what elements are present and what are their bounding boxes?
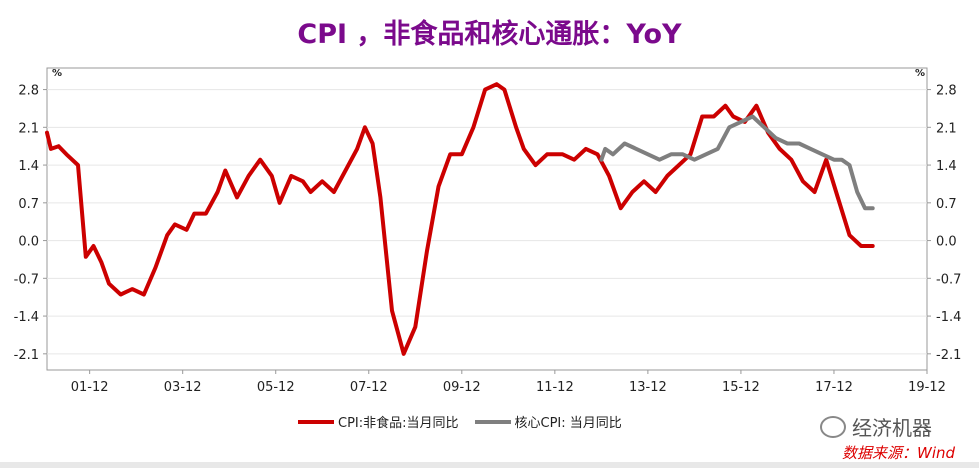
y-axis-left-unit: % <box>52 68 62 79</box>
watermark-text: 经济机器 <box>852 416 932 440</box>
grid-lines <box>47 89 927 355</box>
series-line-core-cpi <box>599 114 875 211</box>
series-line-non-food-cpi <box>45 82 875 356</box>
y-tick-label-left: 2.1 <box>18 121 39 136</box>
y-tick-label-left: 2.8 <box>18 84 39 99</box>
x-tick-label: 03-12 <box>164 380 202 395</box>
plot-border <box>46 67 928 371</box>
y-axis-left: 2.8 2.1 1.4 0.7 0.0 -0.7 -1.4 -2.1 <box>14 84 47 363</box>
x-tick-label: 13-12 <box>629 380 667 395</box>
y-tick-label-left: -1.4 <box>14 310 39 325</box>
x-axis: 01-12 03-12 05-12 07-12 09-12 11-12 13-12 15-12… <box>71 370 946 395</box>
wechat-icon <box>820 415 846 438</box>
series-lines <box>45 82 875 356</box>
x-tick-label: 19-12 <box>908 380 946 395</box>
y-tick-label-right: -0.7 <box>936 272 961 287</box>
legend: CPI:非食品:当月同比 核心CPI: 当月同比 <box>298 412 638 431</box>
y-tick-label-right: 0.0 <box>936 235 957 250</box>
y-axis-right: 2.8 2.1 1.4 0.7 0.0 -0.7 -1.4 -2.1 <box>927 84 961 363</box>
legend-swatch-red <box>298 419 334 424</box>
y-tick-label-left: -2.1 <box>14 348 39 363</box>
legend-swatch-gray <box>474 419 511 424</box>
x-tick-label: 07-12 <box>350 380 388 395</box>
y-axis-right-unit: % <box>915 68 925 79</box>
y-tick-label-left: 1.4 <box>18 159 39 174</box>
x-tick-label: 15-12 <box>722 380 760 395</box>
chart-title: CPI ，非食品和核心通胀：YoY <box>297 19 682 50</box>
x-tick-label: 05-12 <box>257 380 295 395</box>
x-tick-label: 09-12 <box>443 380 481 395</box>
y-tick-label-left: -0.7 <box>14 272 39 287</box>
legend-item-non-food-cpi: CPI:非食品:当月同比 <box>298 412 459 431</box>
bottom-strip <box>0 462 979 468</box>
y-tick-label-right: 1.4 <box>936 159 957 174</box>
y-tick-label-right: -2.1 <box>936 348 961 363</box>
y-tick-label-left: 0.7 <box>18 197 39 212</box>
data-source: 数据来源：Wind <box>842 444 956 462</box>
y-tick-label-left: 0.0 <box>18 235 39 250</box>
x-tick-label: 01-12 <box>71 380 109 395</box>
legend-label: 核心CPI: 当月同比 <box>514 416 622 431</box>
y-tick-label-right: 0.7 <box>936 197 957 212</box>
y-tick-label-right: 2.1 <box>936 121 957 136</box>
watermark: 经济机器 <box>820 412 932 441</box>
y-tick-label-right: -1.4 <box>936 310 961 325</box>
legend-label: CPI:非食品:当月同比 <box>338 416 459 431</box>
x-tick-label: 17-12 <box>815 380 853 395</box>
x-tick-label: 11-12 <box>536 380 574 395</box>
y-tick-label-right: 2.8 <box>936 84 957 99</box>
legend-item-core-cpi: 核心CPI: 当月同比 <box>474 412 622 431</box>
plot-frame <box>46 67 928 371</box>
